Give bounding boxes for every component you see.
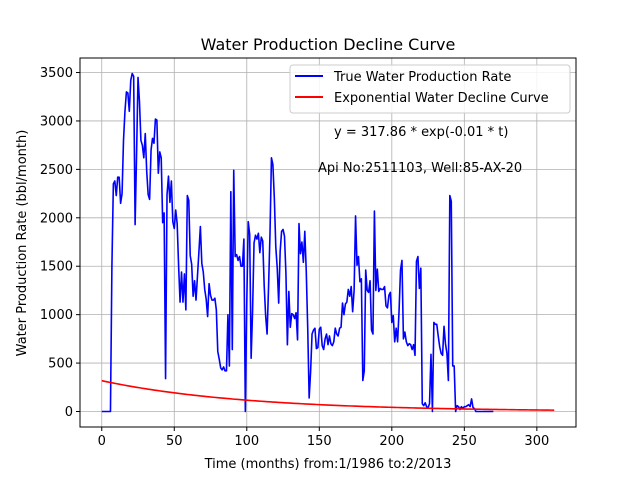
y-tick-label: 2500 [40, 163, 73, 178]
y-tick-label: 0 [65, 405, 73, 420]
x-axis-label: Time (months) from:1/1986 to:2/2013 [204, 457, 452, 472]
x-tick-label: 50 [166, 434, 183, 449]
y-tick-label: 3500 [40, 66, 73, 81]
tick-layer: 0 50 100 150 200 250 3000500100015002000250030… [40, 66, 549, 449]
legend-label-true-rate: True Water Production Rate [333, 70, 511, 85]
plot-frame [79, 57, 577, 428]
x-tick-label: 300 [524, 434, 549, 449]
x-tick-label: 100 [234, 434, 259, 449]
legend-label-exponential-curve: Exponential Water Decline Curve [334, 91, 549, 106]
legend: True Water Production Rate Exponential W… [289, 64, 571, 114]
chart-title: Water Production Decline Curve [201, 35, 456, 54]
y-tick-label: 1000 [40, 308, 73, 323]
series-layer [101, 72, 555, 413]
equation-annotation: y = 317.86 * exp(-0.01 * t) [334, 125, 508, 140]
x-tick-label: 0 [98, 434, 106, 449]
y-tick-label: 500 [48, 357, 73, 372]
well-annotation: Api No:2511103, Well:85-AX-20 [318, 161, 522, 176]
y-axis-label: Water Production Rate (bbl/month) [15, 130, 30, 357]
y-tick-label: 1500 [40, 260, 73, 275]
x-tick-label: 250 [452, 434, 477, 449]
y-tick-label: 2000 [40, 211, 73, 226]
series-line-exponential-curve [101, 379, 555, 411]
x-tick-label: 150 [307, 434, 332, 449]
series-line-true-rate [101, 72, 494, 413]
x-tick-label: 200 [379, 434, 404, 449]
legend-box [289, 64, 571, 114]
y-tick-label: 3000 [40, 114, 73, 129]
